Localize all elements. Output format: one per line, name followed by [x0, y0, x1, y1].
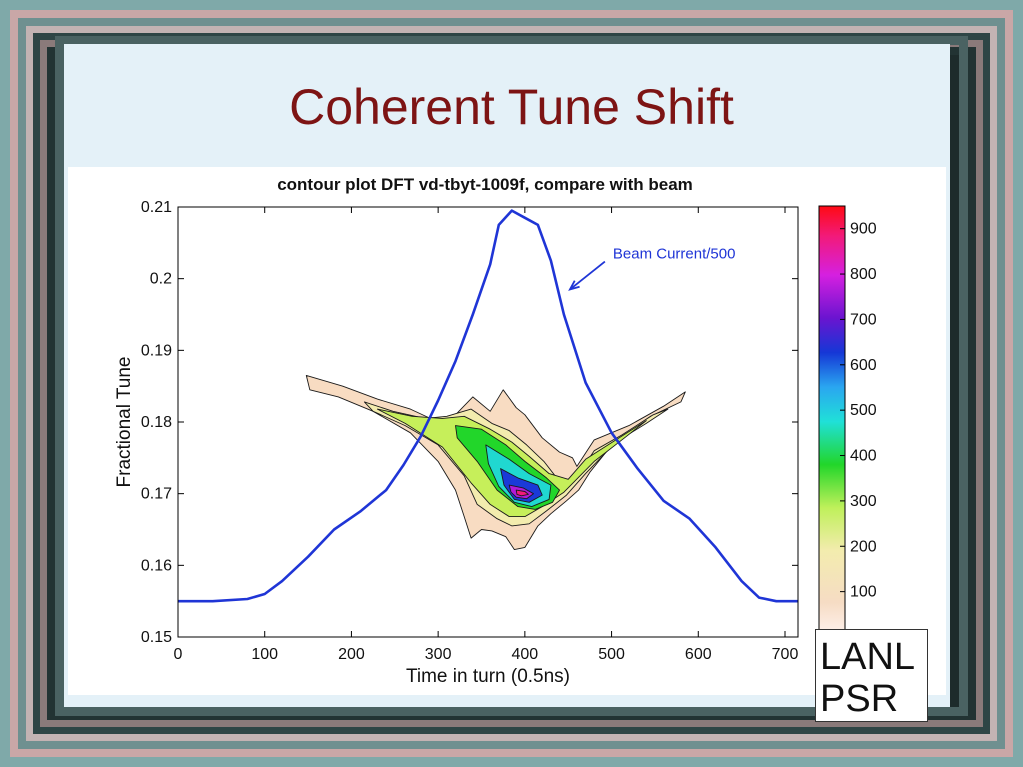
y-tick-label-5: 0.2: [150, 271, 172, 288]
y-axis-label: Fractional Tune: [114, 357, 135, 488]
lanl-psr-badge: LANL PSR: [815, 629, 928, 722]
x-tick-label-2: 200: [338, 646, 365, 663]
annotation-label-0: Beam Current/500: [613, 246, 736, 263]
frame-ring-4: [26, 26, 997, 741]
badge-line-2: PSR: [820, 678, 899, 720]
x-axis-label: Time in turn (0.5ns): [406, 666, 570, 687]
y-tick-label-4: 0.19: [141, 342, 172, 359]
beam-layer: [178, 209, 798, 603]
colorbar-tick-label-1: 200: [850, 538, 877, 555]
colorbar-tick-label-6: 700: [850, 311, 877, 328]
x-tick-label-1: 100: [251, 646, 278, 663]
y-tick-label-0: 0.15: [141, 629, 172, 646]
x-tick-label-0: 0: [174, 646, 183, 663]
y-axis: 0.15 0.16 0.17 0.18 0.19 0.2 0.21: [141, 199, 798, 646]
slide-title: Coherent Tune Shift: [289, 79, 734, 135]
badge-line-1: LANL: [820, 636, 916, 678]
frame-ring-2: [10, 10, 1013, 757]
colorbar-tick-label-8: 900: [850, 221, 877, 238]
x-axis: 0 100 200 300 400 500 600 700: [174, 207, 799, 663]
colorbar-tick-label-0: 100: [850, 584, 877, 601]
x-tick-label-5: 500: [598, 646, 625, 663]
series-line-0: [178, 209, 798, 603]
colorbar-tick-label-2: 300: [850, 493, 877, 510]
frame-ring-3: [18, 18, 1005, 749]
colorbar-tick-label-5: 600: [850, 357, 877, 374]
contour-region-7: [515, 489, 529, 497]
colorbar-ticks: 100 200 300 400 500 600 700 800 900: [840, 221, 877, 601]
frame-ring-inner: [55, 36, 968, 716]
annotation-arrow-0: [569, 260, 606, 291]
y-tick-label-3: 0.18: [141, 414, 172, 431]
colorbar: [818, 205, 846, 638]
chart-title: contour plot DFT vd-tbyt-1009f, compare …: [277, 175, 693, 194]
y-tick-label-1: 0.16: [141, 557, 172, 574]
contour-layer: [305, 374, 686, 551]
colorbar-tick-label-3: 400: [850, 448, 877, 465]
annotation-layer: Beam Current/500: [568, 246, 736, 291]
x-tick-label-7: 700: [772, 646, 799, 663]
x-tick-label-4: 400: [512, 646, 539, 663]
colorbar-tick-label-4: 500: [850, 402, 877, 419]
annotation-arrowhead-0: [568, 280, 580, 291]
colorbar-tick-label-7: 800: [850, 266, 877, 283]
y-tick-label-6: 0.21: [141, 199, 172, 216]
x-tick-label-3: 300: [425, 646, 452, 663]
x-tick-label-6: 600: [685, 646, 712, 663]
y-tick-label-2: 0.17: [141, 486, 172, 503]
